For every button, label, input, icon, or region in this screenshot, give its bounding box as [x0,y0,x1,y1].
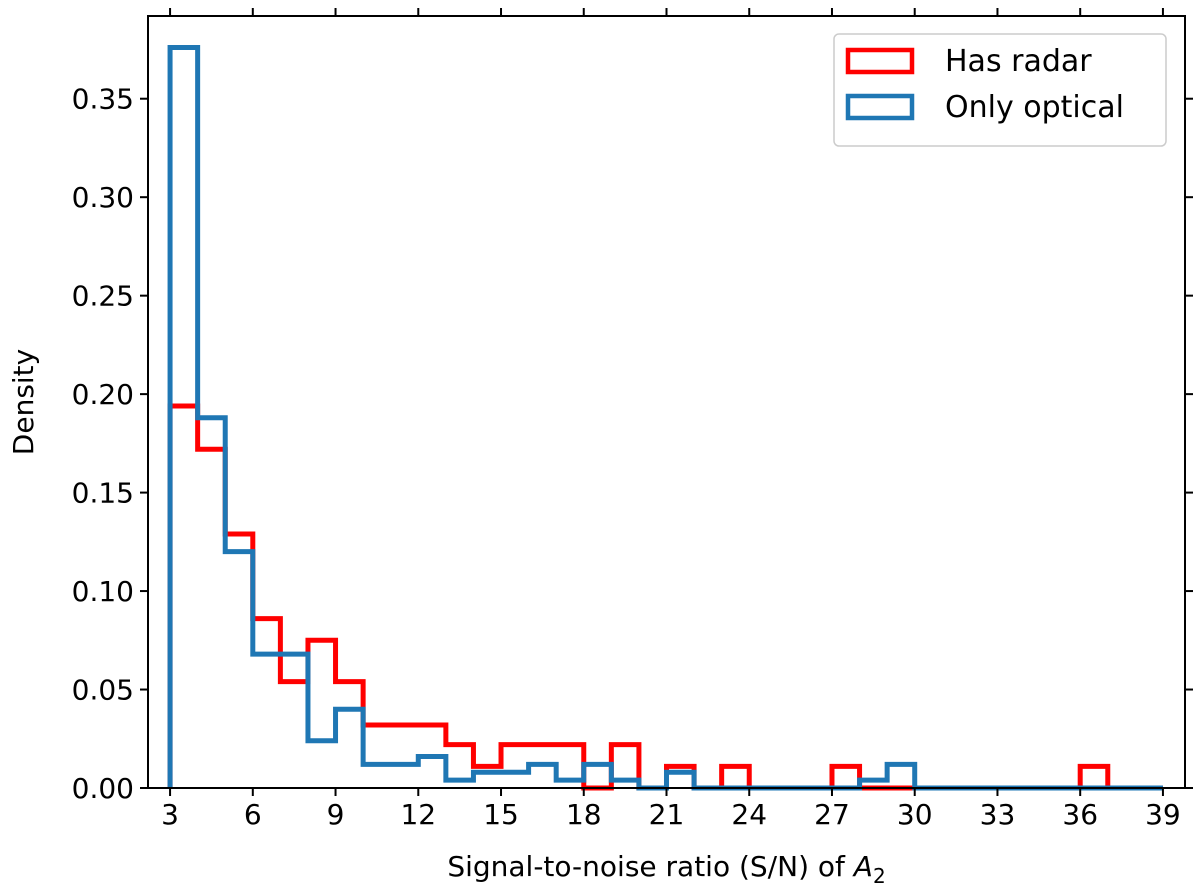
legend: Has radar Only optical [833,33,1167,147]
x-axis-label-subscript: 2 [873,864,886,888]
y-tick-label: 0.10 [72,575,134,608]
x-tick-label: 39 [1145,798,1181,831]
series-only-optical [167,45,1163,791]
legend-label-only-optical: Only optical [945,90,1124,125]
x-tick-label: 24 [731,798,767,831]
y-tick-label: 0.20 [72,378,134,411]
x-tick-label: 12 [400,798,436,831]
x-axis-label: Signal-to-noise ratio (S/N) of A2 [447,850,885,888]
x-tick-label: 21 [649,798,685,831]
x-tick-label: 33 [980,798,1016,831]
y-tick-label: 0.25 [72,280,134,313]
legend-box [833,33,1167,147]
legend-swatch-has-radar [845,47,915,75]
x-tick-label: 27 [814,798,850,831]
x-tick-label: 9 [327,798,345,831]
series-has-radar [167,403,1163,791]
x-tick-label: 15 [483,798,519,831]
y-axis: 0.00 0.05 0.10 0.15 0.20 0.25 0.30 0.35 [72,83,1193,805]
y-tick-label: 0.05 [72,674,134,707]
x-axis-label-math: A [852,850,873,883]
legend-swatch-only-optical [845,93,915,121]
y-tick-label: 0.35 [72,83,134,116]
x-tick-label: 36 [1062,798,1098,831]
y-tick-label: 0.00 [72,772,134,805]
x-tick-label: 6 [244,798,262,831]
y-axis-label: Density [7,349,40,455]
x-tick-label: 30 [897,798,933,831]
series-group [167,45,1163,791]
y-tick-label: 0.30 [72,181,134,214]
legend-label-has-radar: Has radar [945,44,1092,79]
y-tick-label: 0.15 [72,477,134,510]
x-tick-label: 18 [566,798,602,831]
x-axis: 3 6 9 12 15 18 21 24 27 30 33 36 39 [161,8,1181,831]
x-tick-label: 3 [161,798,179,831]
x-axis-label-text: Signal-to-noise ratio (S/N) of [447,850,853,883]
